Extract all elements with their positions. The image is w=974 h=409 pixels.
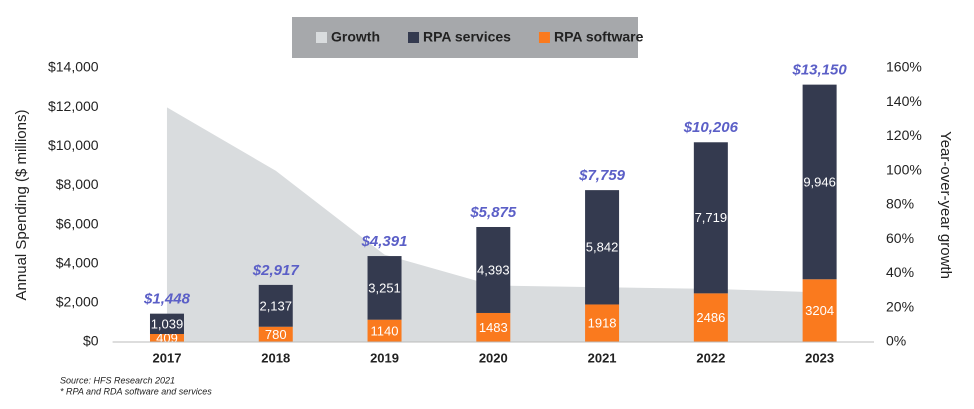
y-tick-label: $8,000: [56, 176, 99, 192]
y-tick-label: $0: [83, 333, 99, 349]
total-label: $13,150: [791, 62, 847, 79]
bar-segment: [149, 313, 184, 334]
bar-segment: [585, 190, 620, 305]
x-tick-label: 2021: [588, 350, 617, 365]
footnote: * RPA and RDA software and services: [60, 386, 212, 396]
source-note: Source: HFS Research 2021: [60, 375, 175, 385]
bar-value-label: 7,719: [695, 210, 728, 225]
bar-segment: [693, 142, 728, 294]
total-label: $5,875: [469, 204, 517, 221]
x-tick-label: 2022: [696, 350, 725, 365]
legend-box: [292, 17, 638, 58]
total-label: $1,448: [143, 291, 191, 308]
bar-segment: [476, 312, 511, 342]
bar-value-label: 1140: [371, 323, 399, 338]
y2-tick-label: 0%: [886, 333, 906, 349]
total-label: $4,391: [361, 233, 408, 250]
bar-segment: [367, 319, 402, 342]
bar-segment: [693, 293, 728, 342]
x-tick-label: 2018: [261, 350, 290, 365]
bar-segment: [802, 84, 837, 280]
bar-value-label: 1918: [588, 316, 617, 331]
bar-segment: [367, 256, 402, 320]
y2-axis-label: Year-over-year growth: [937, 131, 954, 279]
y2-tick-label: 40%: [886, 264, 914, 280]
bar-value-label: 2486: [696, 310, 725, 325]
y2-tick-label: 20%: [886, 298, 914, 314]
x-tick-label: 2019: [370, 350, 399, 365]
y-tick-label: $10,000: [48, 137, 99, 153]
y2-tick-label: 80%: [886, 196, 914, 212]
legend-swatch: [316, 32, 327, 43]
x-tick-label: 2020: [479, 350, 508, 365]
total-label: $10,206: [683, 119, 739, 136]
bar-segment: [802, 279, 837, 342]
total-label: $2,917: [252, 262, 300, 279]
bar-value-label: 1,039: [151, 316, 184, 331]
y2-tick-label: 100%: [886, 161, 922, 177]
bar-value-label: 3,251: [368, 280, 401, 295]
y-tick-label: $14,000: [48, 59, 99, 75]
legend-label: Growth: [331, 29, 380, 45]
bar-segment: [149, 333, 184, 342]
bar-value-label: 4,393: [477, 262, 510, 277]
y2-tick-label: 160%: [886, 59, 922, 75]
legend-label: RPA services: [423, 29, 511, 45]
total-label: $7,759: [578, 167, 626, 184]
y-axis-label: Annual Spending ($ millions): [13, 110, 30, 301]
bar-segment: [258, 326, 293, 342]
bar-value-label: 1483: [479, 320, 508, 335]
y2-tick-label: 60%: [886, 230, 914, 246]
y2-tick-label: 140%: [886, 93, 922, 109]
legend-swatch: [408, 32, 419, 43]
bar-value-label: 3204: [805, 303, 834, 318]
y-tick-label: $12,000: [48, 98, 99, 114]
legend-label: RPA software: [554, 29, 644, 45]
bar-segment: [476, 226, 511, 313]
x-tick-label: 2017: [153, 350, 182, 365]
y-tick-label: $2,000: [56, 294, 99, 310]
bar-value-label: 9,946: [803, 174, 836, 189]
bar-value-label: 5,842: [586, 240, 619, 255]
bar-value-label: 2,137: [259, 298, 292, 313]
y2-tick-label: 120%: [886, 127, 922, 143]
bar-value-label: 780: [265, 327, 287, 342]
bar-segment: [585, 304, 620, 342]
bar-segment: [258, 284, 293, 327]
y-tick-label: $6,000: [56, 215, 99, 231]
growth-area: [166, 107, 820, 342]
x-tick-label: 2023: [805, 350, 834, 365]
y-tick-label: $4,000: [56, 254, 99, 270]
legend-swatch: [538, 32, 550, 43]
